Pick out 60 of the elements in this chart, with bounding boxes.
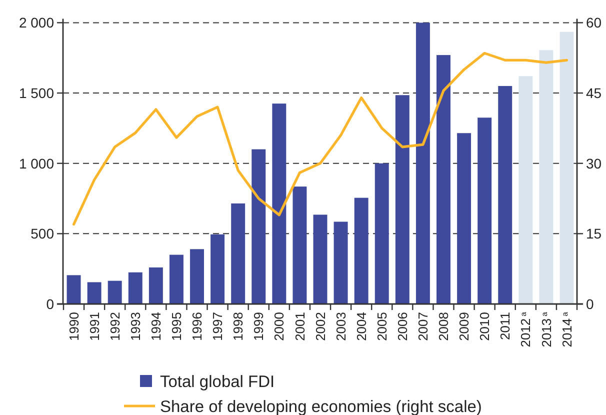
x-tick-label: 2007 xyxy=(416,312,430,341)
y-tick-label: 2 000 xyxy=(18,14,54,31)
bar xyxy=(292,186,307,304)
x-tick-label: 1991 xyxy=(86,312,102,341)
bar xyxy=(354,198,368,304)
bar xyxy=(539,50,554,304)
x-tick-label: 2002 xyxy=(312,312,328,341)
bar xyxy=(87,282,102,304)
bar xyxy=(313,214,328,304)
legend-label: Share of developing economies (right scale) xyxy=(160,398,482,415)
y-tick-label: 500 xyxy=(30,226,54,242)
bar xyxy=(128,272,142,304)
x-tick-label: 2008 xyxy=(436,312,452,341)
bar xyxy=(148,267,163,304)
y-tick-label: 0 xyxy=(46,296,54,312)
bar xyxy=(272,104,286,304)
x-tick-label: 2005 xyxy=(374,312,390,341)
legend-label: Total global FDI xyxy=(160,372,275,391)
bar xyxy=(478,118,492,304)
x-tick-label: 2010 xyxy=(477,312,492,341)
bar xyxy=(169,254,184,304)
bar xyxy=(210,234,225,304)
x-tick-label: 2003 xyxy=(333,312,348,341)
x-tick-label: 1990 xyxy=(66,312,82,341)
x-tick-label: 2000 xyxy=(272,312,287,341)
bar xyxy=(395,95,410,304)
bar xyxy=(374,163,389,304)
y-tick-label: 1 500 xyxy=(18,84,54,101)
x-tick-label: 1999 xyxy=(251,312,266,341)
bar xyxy=(252,149,266,304)
bar xyxy=(457,133,472,304)
x-tick-label: 1998 xyxy=(230,312,246,341)
y-tick-label: 1 000 xyxy=(18,155,54,172)
x-tick-label: 2001 xyxy=(292,312,308,341)
y2-tick-label: 30 xyxy=(586,155,602,172)
bar xyxy=(518,76,533,304)
y2-tick-label: 15 xyxy=(586,226,602,242)
x-tick-label: 1994 xyxy=(148,312,164,341)
x-tick-label: 2004 xyxy=(354,312,369,341)
x-tick-label: 1993 xyxy=(128,312,143,341)
x-tick-label: 2011 xyxy=(498,312,513,340)
line-series xyxy=(72,52,568,226)
x-tick-label: 1995 xyxy=(169,312,184,341)
x-tick-label: 2009 xyxy=(456,312,472,341)
bar xyxy=(108,280,122,304)
x-tick-label: 1996 xyxy=(190,312,205,341)
bar xyxy=(416,22,430,304)
x-tick-label: 2006 xyxy=(394,312,410,341)
bar xyxy=(190,249,204,304)
x-tick-label: 1992 xyxy=(107,312,122,341)
y2-tick-label: 60 xyxy=(586,14,602,31)
bar xyxy=(436,55,450,304)
x-tick-label: 1997 xyxy=(210,312,226,341)
bar xyxy=(231,203,246,304)
y2-tick-label: 45 xyxy=(586,84,602,101)
bar xyxy=(66,275,81,304)
y2-tick-label: 0 xyxy=(586,296,594,312)
bar xyxy=(498,86,512,304)
bar xyxy=(560,32,574,304)
bar xyxy=(334,222,348,304)
